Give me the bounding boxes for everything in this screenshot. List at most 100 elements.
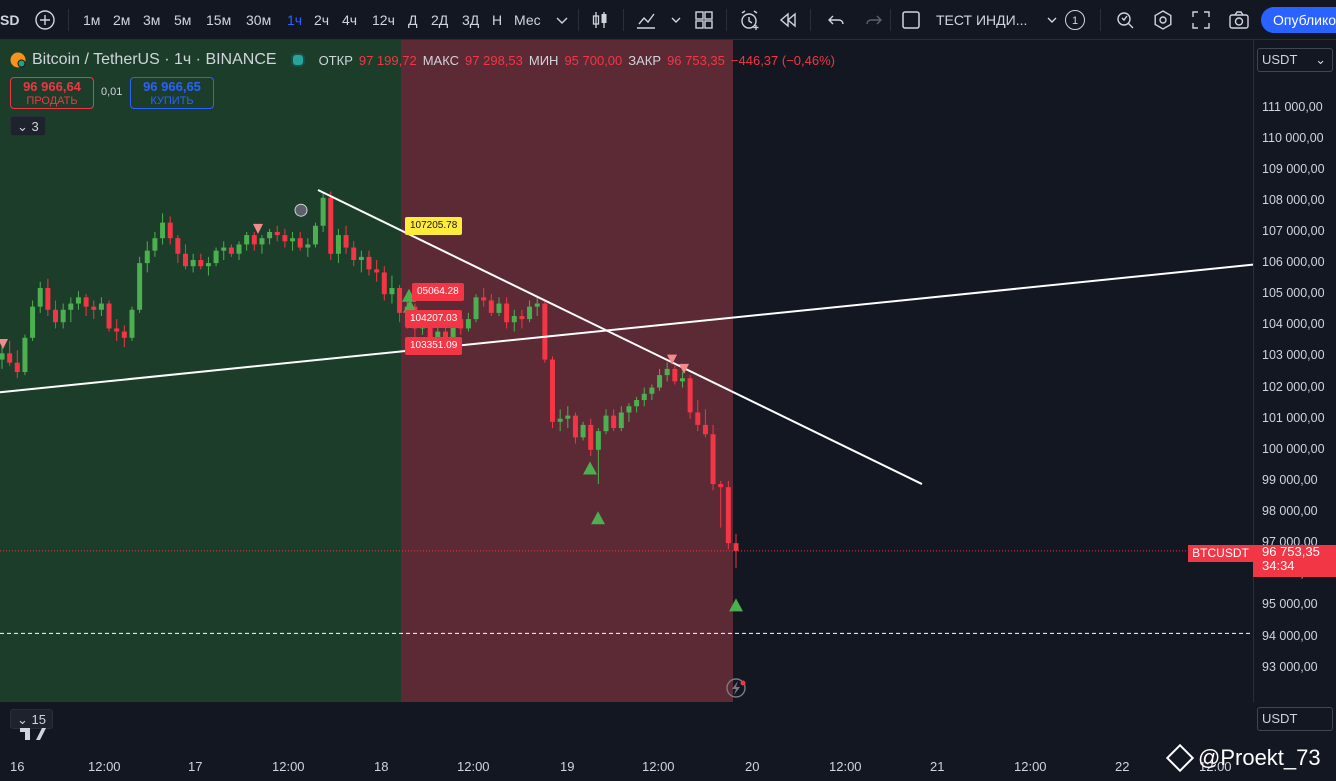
interval-8[interactable]: 4ч	[342, 12, 358, 28]
price-tick-label: 95 000,00	[1262, 597, 1318, 612]
redo-icon[interactable]	[862, 8, 886, 32]
indicator-template-name[interactable]: ТЕСТ ИНДИ...	[936, 12, 1028, 28]
interval-dropdown-icon[interactable]	[550, 8, 574, 32]
toolbar-divider	[726, 9, 727, 31]
interval-3[interactable]: 5м	[174, 12, 192, 28]
settings-gear-icon[interactable]	[1151, 8, 1175, 32]
interval-1[interactable]: 2м	[113, 12, 131, 28]
time-tick-label: 19	[560, 759, 575, 774]
candle-body	[251, 235, 257, 245]
candle-body	[358, 256, 364, 260]
candle-body	[68, 303, 74, 310]
interval-2[interactable]: 3м	[143, 12, 161, 28]
watermark: @Proekt_73	[1165, 743, 1321, 773]
indicators-icon[interactable]	[634, 8, 658, 32]
candle-body	[205, 263, 211, 267]
candle-body	[144, 250, 150, 264]
publish-button[interactable]: Опублико	[1261, 7, 1336, 33]
clock-marker-icon	[294, 203, 308, 217]
candlestick-chart[interactable]	[0, 40, 1253, 702]
indicators-collapse-chip[interactable]: ⌄ 3	[10, 116, 46, 136]
replay-icon[interactable]	[776, 8, 800, 32]
undo-icon[interactable]	[824, 8, 848, 32]
candle-body	[343, 235, 349, 248]
alert-clock-icon[interactable]	[738, 8, 762, 32]
time-tick-label: 12:00	[829, 759, 862, 774]
candle-body	[442, 331, 448, 341]
candle-body	[389, 287, 395, 295]
chevron-down-icon: ⌄	[17, 119, 28, 134]
price-tick-label: 104 000,00	[1262, 317, 1325, 332]
interval-11[interactable]: 2Д	[431, 12, 449, 28]
quick-search-icon[interactable]	[1113, 8, 1137, 32]
interval-14[interactable]: Мес	[514, 12, 541, 28]
toolbar-divider	[578, 9, 579, 31]
layout-grid-icon[interactable]	[692, 8, 716, 32]
trend-line-descending	[317, 189, 923, 485]
candle-body	[121, 331, 127, 338]
candle-body	[702, 424, 708, 435]
candles-chart-type-icon[interactable]	[588, 8, 612, 32]
price-tick-label: 101 000,00	[1262, 410, 1325, 425]
candle-body	[45, 287, 51, 310]
interval-5[interactable]: 30м	[246, 12, 272, 28]
price-tick-label: 94 000,00	[1262, 628, 1318, 643]
last-price-value: 96 753,35	[1262, 544, 1320, 559]
interval-6[interactable]: 1ч	[287, 12, 303, 28]
interval-4[interactable]: 15м	[206, 12, 232, 28]
interval-13[interactable]: Н	[492, 12, 503, 28]
buy-signal-marker	[403, 299, 417, 313]
candle-body	[30, 306, 36, 338]
interval-0[interactable]: 1м	[83, 12, 101, 28]
time-tick-label: 18	[374, 759, 389, 774]
interval-12[interactable]: 3Д	[462, 12, 480, 28]
candle-body	[7, 353, 13, 363]
interval-10[interactable]: Д	[408, 12, 418, 28]
bottom-indicators-chip[interactable]: ⌄ 15	[10, 709, 53, 729]
camera-snapshot-icon[interactable]	[1227, 8, 1251, 32]
candle-body	[603, 415, 609, 432]
candle-body	[710, 434, 716, 485]
time-axis[interactable]	[0, 740, 1336, 781]
change-value: −446,37 (−0,46%)	[730, 52, 835, 68]
candle-body	[679, 378, 685, 382]
chevron-down-icon: ⌄	[1315, 52, 1326, 67]
interval-7[interactable]: 2ч	[314, 12, 330, 28]
time-tick-label: 12:00	[642, 759, 675, 774]
chart-pane[interactable]	[0, 40, 1253, 702]
candle-body	[129, 309, 135, 338]
currency-selector-bottom[interactable]: USDT	[1257, 707, 1333, 731]
watermark-text: @Proekt_73	[1198, 745, 1321, 770]
time-tick-label: 12:00	[88, 759, 121, 774]
candle-body	[695, 412, 701, 425]
candle-body	[580, 424, 586, 438]
candle-body	[297, 238, 303, 248]
indicators-dropdown-icon[interactable]	[664, 8, 688, 32]
candle-body	[351, 247, 357, 260]
candle-body	[733, 543, 739, 551]
candle-body	[91, 306, 97, 310]
sell-button[interactable]: 96 966,64 ПРОДАТЬ	[10, 77, 94, 109]
currency-selector-top[interactable]: USDT ⌄	[1257, 48, 1333, 72]
price-level-label: 05064.28	[412, 283, 464, 302]
candle-body	[259, 238, 265, 245]
layout-checkbox-icon[interactable]	[899, 8, 923, 32]
buy-button[interactable]: 96 966,65 КУПИТЬ	[130, 77, 214, 109]
bar-countdown: 34:34	[1262, 558, 1295, 573]
template-dropdown-icon[interactable]	[1040, 8, 1064, 32]
candle-body	[649, 387, 655, 394]
fullscreen-icon[interactable]	[1189, 8, 1213, 32]
symbol-search[interactable]: SD	[0, 12, 20, 28]
candle-body	[282, 235, 288, 242]
interval-9[interactable]: 12ч	[372, 12, 395, 28]
add-symbol-icon[interactable]	[33, 8, 57, 32]
top-toolbar: SD 1м 2м 3м 5м 15м 30м 1ч 2ч 4ч 12ч Д 2Д 3Д Н Мес ТЕСТ…	[0, 0, 1336, 40]
bearish-zone	[401, 40, 733, 702]
symbol-title[interactable]: Bitcoin / TetherUS · 1ч · BINANCE	[32, 51, 277, 68]
candle-body	[427, 322, 433, 338]
candle-body	[290, 238, 296, 242]
last-price-tag: 96 753,35 34:34	[1253, 545, 1336, 577]
candle-body	[618, 412, 624, 429]
symbol-legend: Bitcoin / TetherUS · 1ч · BINANCE ОТКР 97…	[10, 50, 835, 70]
price-axis[interactable]	[1253, 40, 1336, 702]
